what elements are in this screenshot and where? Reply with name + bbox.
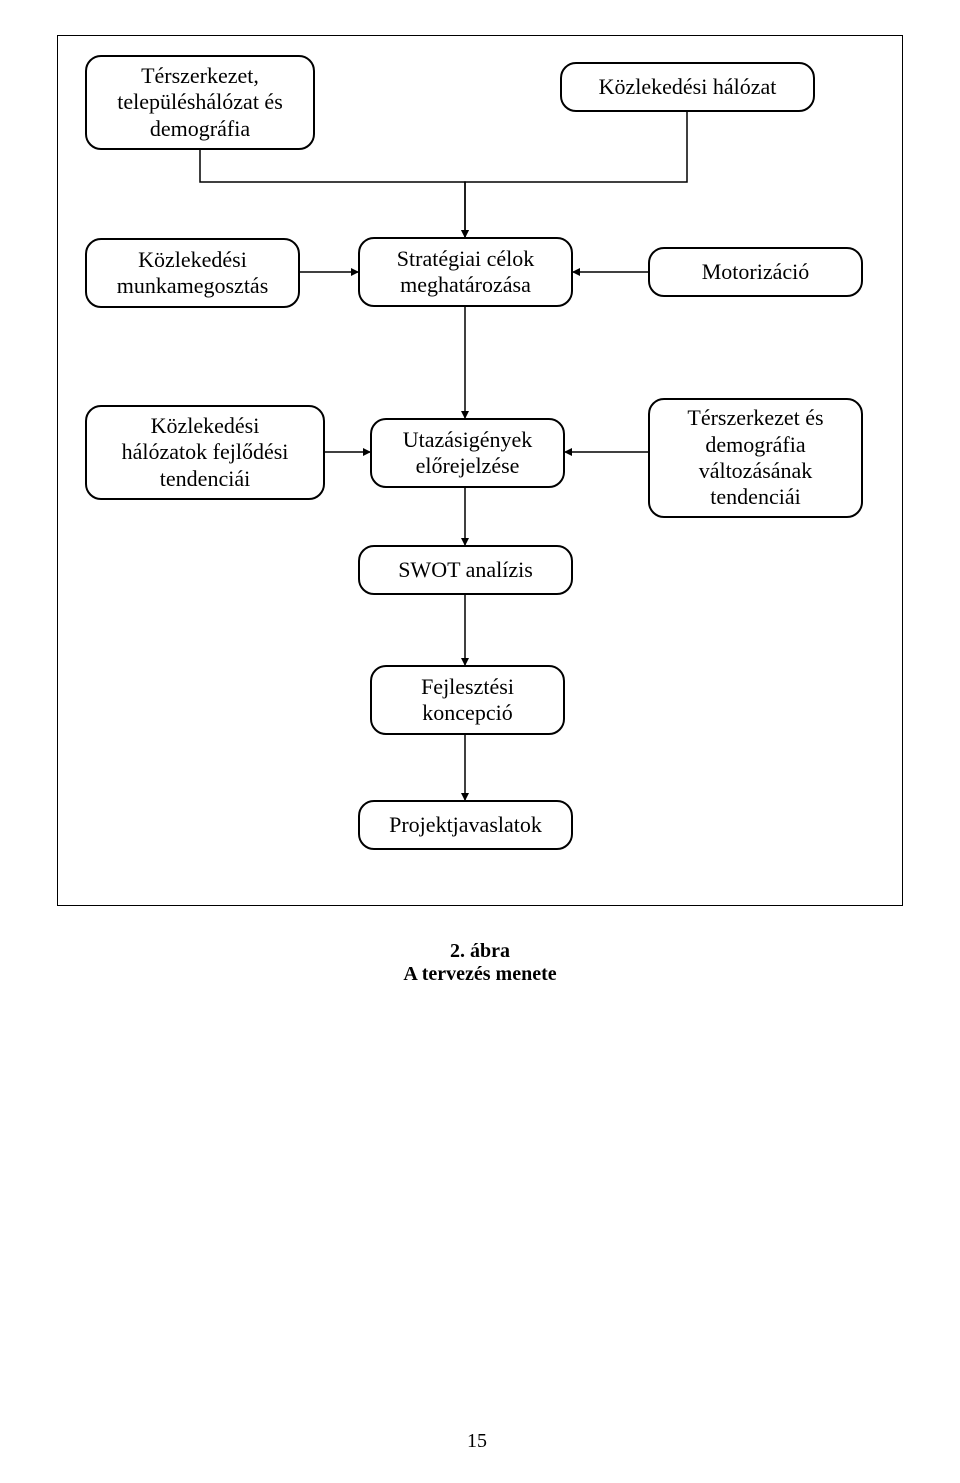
node-n1: Térszerkezet, településhálózat és demogr… — [85, 55, 315, 150]
node-n10: Fejlesztési koncepció — [370, 665, 565, 735]
page: Térszerkezet, településhálózat és demogr… — [0, 0, 960, 1483]
node-n3: Közlekedési munkamegosztás — [85, 238, 300, 308]
node-n7: Utazásigények előrejelzése — [370, 418, 565, 488]
node-n9: SWOT analízis — [358, 545, 573, 595]
node-n11: Projektjavaslatok — [358, 800, 573, 850]
figure-caption: 2. ábra A tervezés menete — [0, 940, 960, 986]
node-n5: Motorizáció — [648, 247, 863, 297]
node-n8: Térszerkezet és demográfia változásának … — [648, 398, 863, 518]
page-number: 15 — [467, 1430, 487, 1453]
node-n4: Stratégiai célok meghatározása — [358, 237, 573, 307]
node-n2: Közlekedési hálózat — [560, 62, 815, 112]
node-n6: Közlekedési hálózatok fejlődési tendenci… — [85, 405, 325, 500]
